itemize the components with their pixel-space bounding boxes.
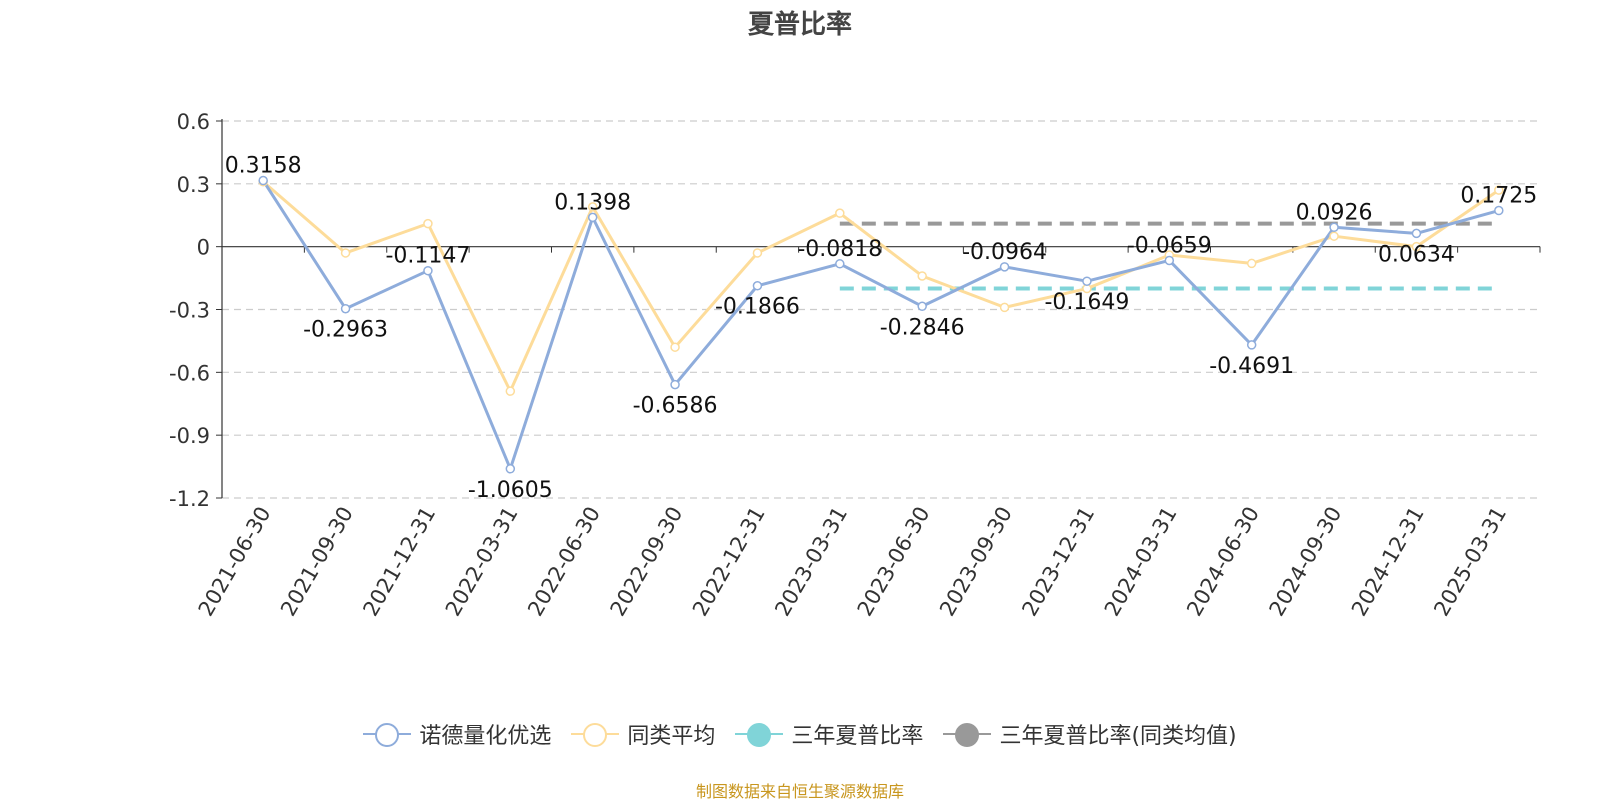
data-point bbox=[423, 265, 433, 276]
data-label: -0.2846 bbox=[880, 315, 965, 340]
data-point bbox=[505, 464, 516, 474]
source-note: 制图数据来自恒生聚源数据库 bbox=[695, 782, 904, 800]
data-label: 0.3158 bbox=[225, 154, 302, 179]
y-tick-label: -0.9 bbox=[169, 424, 210, 448]
legend-item-three-year-sharpe-peer[interactable]: 三年夏普比率(同类均值) bbox=[943, 718, 1237, 750]
data-point bbox=[917, 271, 927, 281]
series-line bbox=[262, 180, 1500, 393]
data-point bbox=[999, 262, 1010, 272]
x-tick-label: 2022-09-30 bbox=[606, 503, 688, 621]
x-tick-label: 2024-09-30 bbox=[1265, 503, 1347, 621]
data-point bbox=[1246, 258, 1257, 269]
legend-item-three-year-sharpe[interactable]: 三年夏普比率 bbox=[735, 718, 923, 750]
data-label: -0.6586 bbox=[633, 394, 718, 419]
data-point bbox=[1411, 228, 1422, 239]
legend-swatch-three-year-sharpe-icon bbox=[735, 722, 784, 747]
y-tick-label: -0.6 bbox=[169, 361, 210, 385]
data-point bbox=[1082, 276, 1092, 286]
data-point bbox=[340, 248, 351, 258]
data-label: -0.0964 bbox=[962, 240, 1047, 265]
x-tick-label: 2022-06-30 bbox=[523, 503, 605, 621]
data-point bbox=[505, 386, 516, 396]
data-point bbox=[258, 175, 268, 186]
series-line bbox=[261, 179, 1500, 471]
y-tick-label: 0.6 bbox=[177, 110, 210, 134]
data-point bbox=[1329, 231, 1339, 241]
data-point bbox=[670, 379, 680, 390]
data-point bbox=[587, 212, 598, 223]
y-tick-label: 0 bbox=[197, 236, 210, 260]
legend-label-peer-average: 同类平均 bbox=[627, 724, 716, 749]
legend-item-fund[interactable]: 诺德量化优选 bbox=[363, 718, 551, 750]
legend-swatch-peer-average-icon bbox=[571, 722, 620, 747]
y-tick-label: 0.3 bbox=[177, 173, 210, 197]
legend-item-peer-average[interactable]: 同类平均 bbox=[571, 718, 715, 750]
x-tick-label: 2022-03-31 bbox=[441, 503, 523, 621]
data-point bbox=[835, 208, 845, 218]
x-tick-label: 2024-03-31 bbox=[1100, 503, 1182, 621]
data-label: -0.4691 bbox=[1209, 354, 1294, 379]
data-label: 0.0926 bbox=[1296, 200, 1373, 225]
data-point bbox=[1164, 255, 1175, 266]
data-point bbox=[999, 302, 1010, 313]
legend-swatch-three-year-sharpe-peer-icon bbox=[943, 722, 992, 747]
data-label: -0.1866 bbox=[715, 295, 800, 320]
x-tick-label: 2023-12-31 bbox=[1017, 503, 1099, 621]
data-point bbox=[752, 248, 763, 258]
data-point bbox=[917, 301, 927, 312]
data-label: -0.0659 bbox=[1127, 233, 1212, 258]
x-tick-label: 2022-12-31 bbox=[688, 503, 770, 621]
data-label: 0.1398 bbox=[554, 190, 631, 215]
data-point bbox=[752, 280, 763, 291]
x-tick-label: 2023-09-30 bbox=[935, 503, 1017, 621]
data-label: -0.0818 bbox=[797, 237, 882, 262]
x-tick-label: 2024-06-30 bbox=[1182, 503, 1264, 621]
data-point bbox=[1494, 205, 1504, 216]
x-tick-label: 2021-09-30 bbox=[276, 503, 358, 621]
data-point bbox=[423, 218, 433, 229]
data-point bbox=[670, 342, 680, 352]
data-point bbox=[1411, 241, 1422, 252]
data-label: -0.2963 bbox=[303, 318, 388, 343]
data-point bbox=[835, 259, 845, 269]
x-tick-label: 2023-03-31 bbox=[770, 503, 852, 621]
x-tick-label: 2025-03-31 bbox=[1429, 503, 1511, 621]
legend-label-three-year-sharpe-peer: 三年夏普比率(同类均值) bbox=[999, 724, 1237, 749]
chart-title: 夏普比率 bbox=[747, 10, 852, 40]
data-label: -0.1147 bbox=[385, 244, 470, 269]
x-tick-label: 2023-06-30 bbox=[853, 503, 935, 621]
data-point bbox=[1246, 340, 1257, 350]
y-tick-label: -1.2 bbox=[169, 487, 210, 511]
y-tick-label: -0.3 bbox=[169, 299, 210, 323]
data-label: -0.1649 bbox=[1044, 290, 1129, 315]
legend-label-three-year-sharpe: 三年夏普比率 bbox=[791, 724, 924, 749]
data-point bbox=[340, 303, 351, 314]
x-tick-label: 2021-06-30 bbox=[194, 503, 276, 621]
legend: 诺德量化优选 同类平均 三年夏普比率 三年夏普比率(同类均值) bbox=[0, 718, 1600, 750]
data-label: 0.0634 bbox=[1378, 242, 1455, 267]
legend-swatch-fund-icon bbox=[363, 722, 412, 747]
data-label: -1.0605 bbox=[468, 478, 553, 503]
data-point bbox=[587, 202, 598, 212]
data-label: 0.1725 bbox=[1460, 184, 1537, 209]
data-point bbox=[1329, 222, 1339, 233]
x-tick-label: 2021-12-31 bbox=[358, 503, 440, 621]
legend-label-fund: 诺德量化优选 bbox=[419, 724, 552, 749]
data-point bbox=[1494, 185, 1504, 195]
x-tick-label: 2024-12-31 bbox=[1347, 503, 1429, 621]
